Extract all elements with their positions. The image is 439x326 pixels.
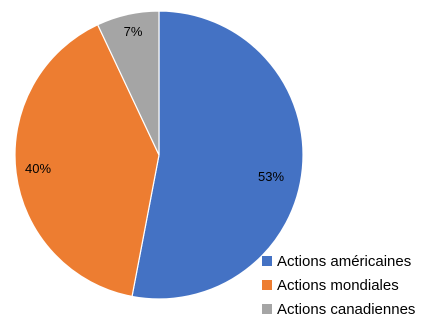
- legend-item-actions-mondiales: Actions mondiales: [262, 273, 415, 297]
- pie-slice-actions-mondiales: [14, 23, 160, 298]
- legend-label-actions-americaines: Actions américaines: [277, 252, 412, 270]
- data-label-actions-mondiales: 40%: [25, 161, 51, 176]
- legend-label-actions-mondiales: Actions mondiales: [277, 276, 399, 294]
- legend-swatch-actions-americaines: [262, 256, 272, 266]
- legend-label-actions-canadiennes: Actions canadiennes: [277, 300, 416, 318]
- chart-legend: Actions américaines Actions mondiales Ac…: [262, 249, 415, 321]
- legend-swatch-actions-mondiales: [262, 280, 272, 290]
- pie-slice-actions-canadiennes: [96, 10, 160, 156]
- data-label-actions-americaines: 53%: [258, 169, 284, 184]
- pie-slice-actions-americaines: [131, 10, 304, 300]
- legend-swatch-actions-canadiennes: [262, 304, 272, 314]
- data-label-actions-canadiennes: 7%: [124, 24, 143, 39]
- legend-item-actions-americaines: Actions américaines: [262, 249, 415, 273]
- legend-item-actions-canadiennes: Actions canadiennes: [262, 297, 415, 321]
